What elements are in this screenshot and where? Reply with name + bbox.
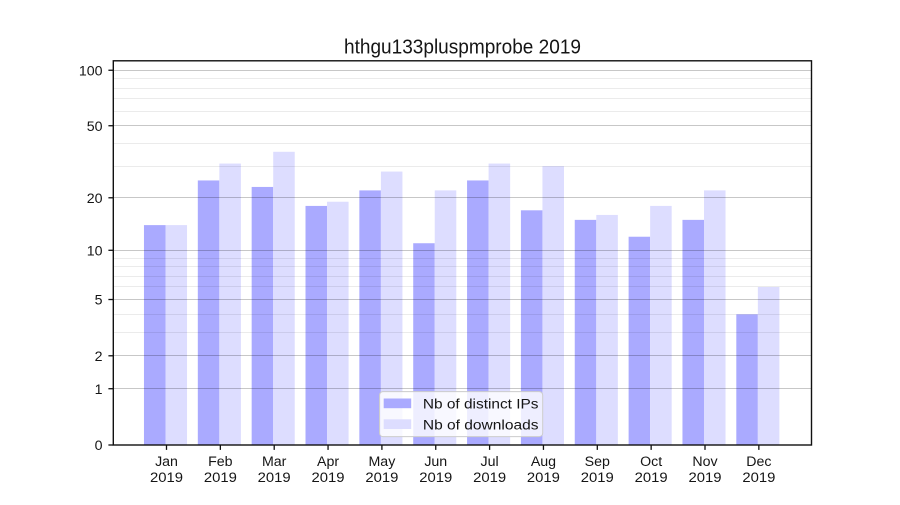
svg-text:May: May [368, 454, 396, 470]
svg-text:Sep: Sep [585, 454, 610, 470]
svg-text:0: 0 [95, 438, 103, 454]
svg-text:Feb: Feb [208, 454, 233, 470]
svg-text:2019: 2019 [473, 470, 506, 486]
svg-text:2019: 2019 [204, 470, 237, 486]
svg-text:2019: 2019 [312, 470, 345, 486]
svg-text:2019: 2019 [742, 470, 775, 486]
svg-text:1: 1 [95, 382, 103, 398]
svg-text:2019: 2019 [581, 470, 614, 486]
svg-text:2019: 2019 [419, 470, 452, 486]
svg-text:2: 2 [95, 349, 103, 365]
svg-text:100: 100 [79, 63, 103, 79]
svg-text:Mar: Mar [262, 454, 287, 470]
svg-text:20: 20 [87, 191, 103, 207]
svg-text:50: 50 [87, 119, 103, 135]
svg-text:5: 5 [95, 293, 103, 309]
svg-text:2019: 2019 [150, 470, 183, 486]
svg-text:Jul: Jul [481, 454, 499, 470]
svg-text:2019: 2019 [689, 470, 722, 486]
svg-text:Nov: Nov [692, 454, 718, 470]
svg-text:Apr: Apr [317, 454, 339, 470]
svg-text:Nb of distinct IPs: Nb of distinct IPs [423, 397, 539, 413]
svg-text:Aug: Aug [531, 454, 556, 470]
svg-text:2019: 2019 [527, 470, 560, 486]
svg-text:Jan: Jan [155, 454, 178, 470]
svg-text:Oct: Oct [640, 454, 662, 470]
svg-text:Jun: Jun [424, 454, 447, 470]
svg-text:Dec: Dec [746, 454, 771, 470]
svg-text:2019: 2019 [635, 470, 668, 486]
svg-text:2019: 2019 [258, 470, 291, 486]
svg-text:Nb of downloads: Nb of downloads [423, 418, 539, 434]
svg-text:10: 10 [87, 243, 103, 259]
svg-text:hthgu133pluspmprobe 2019: hthgu133pluspmprobe 2019 [344, 37, 581, 59]
svg-text:2019: 2019 [365, 470, 398, 486]
